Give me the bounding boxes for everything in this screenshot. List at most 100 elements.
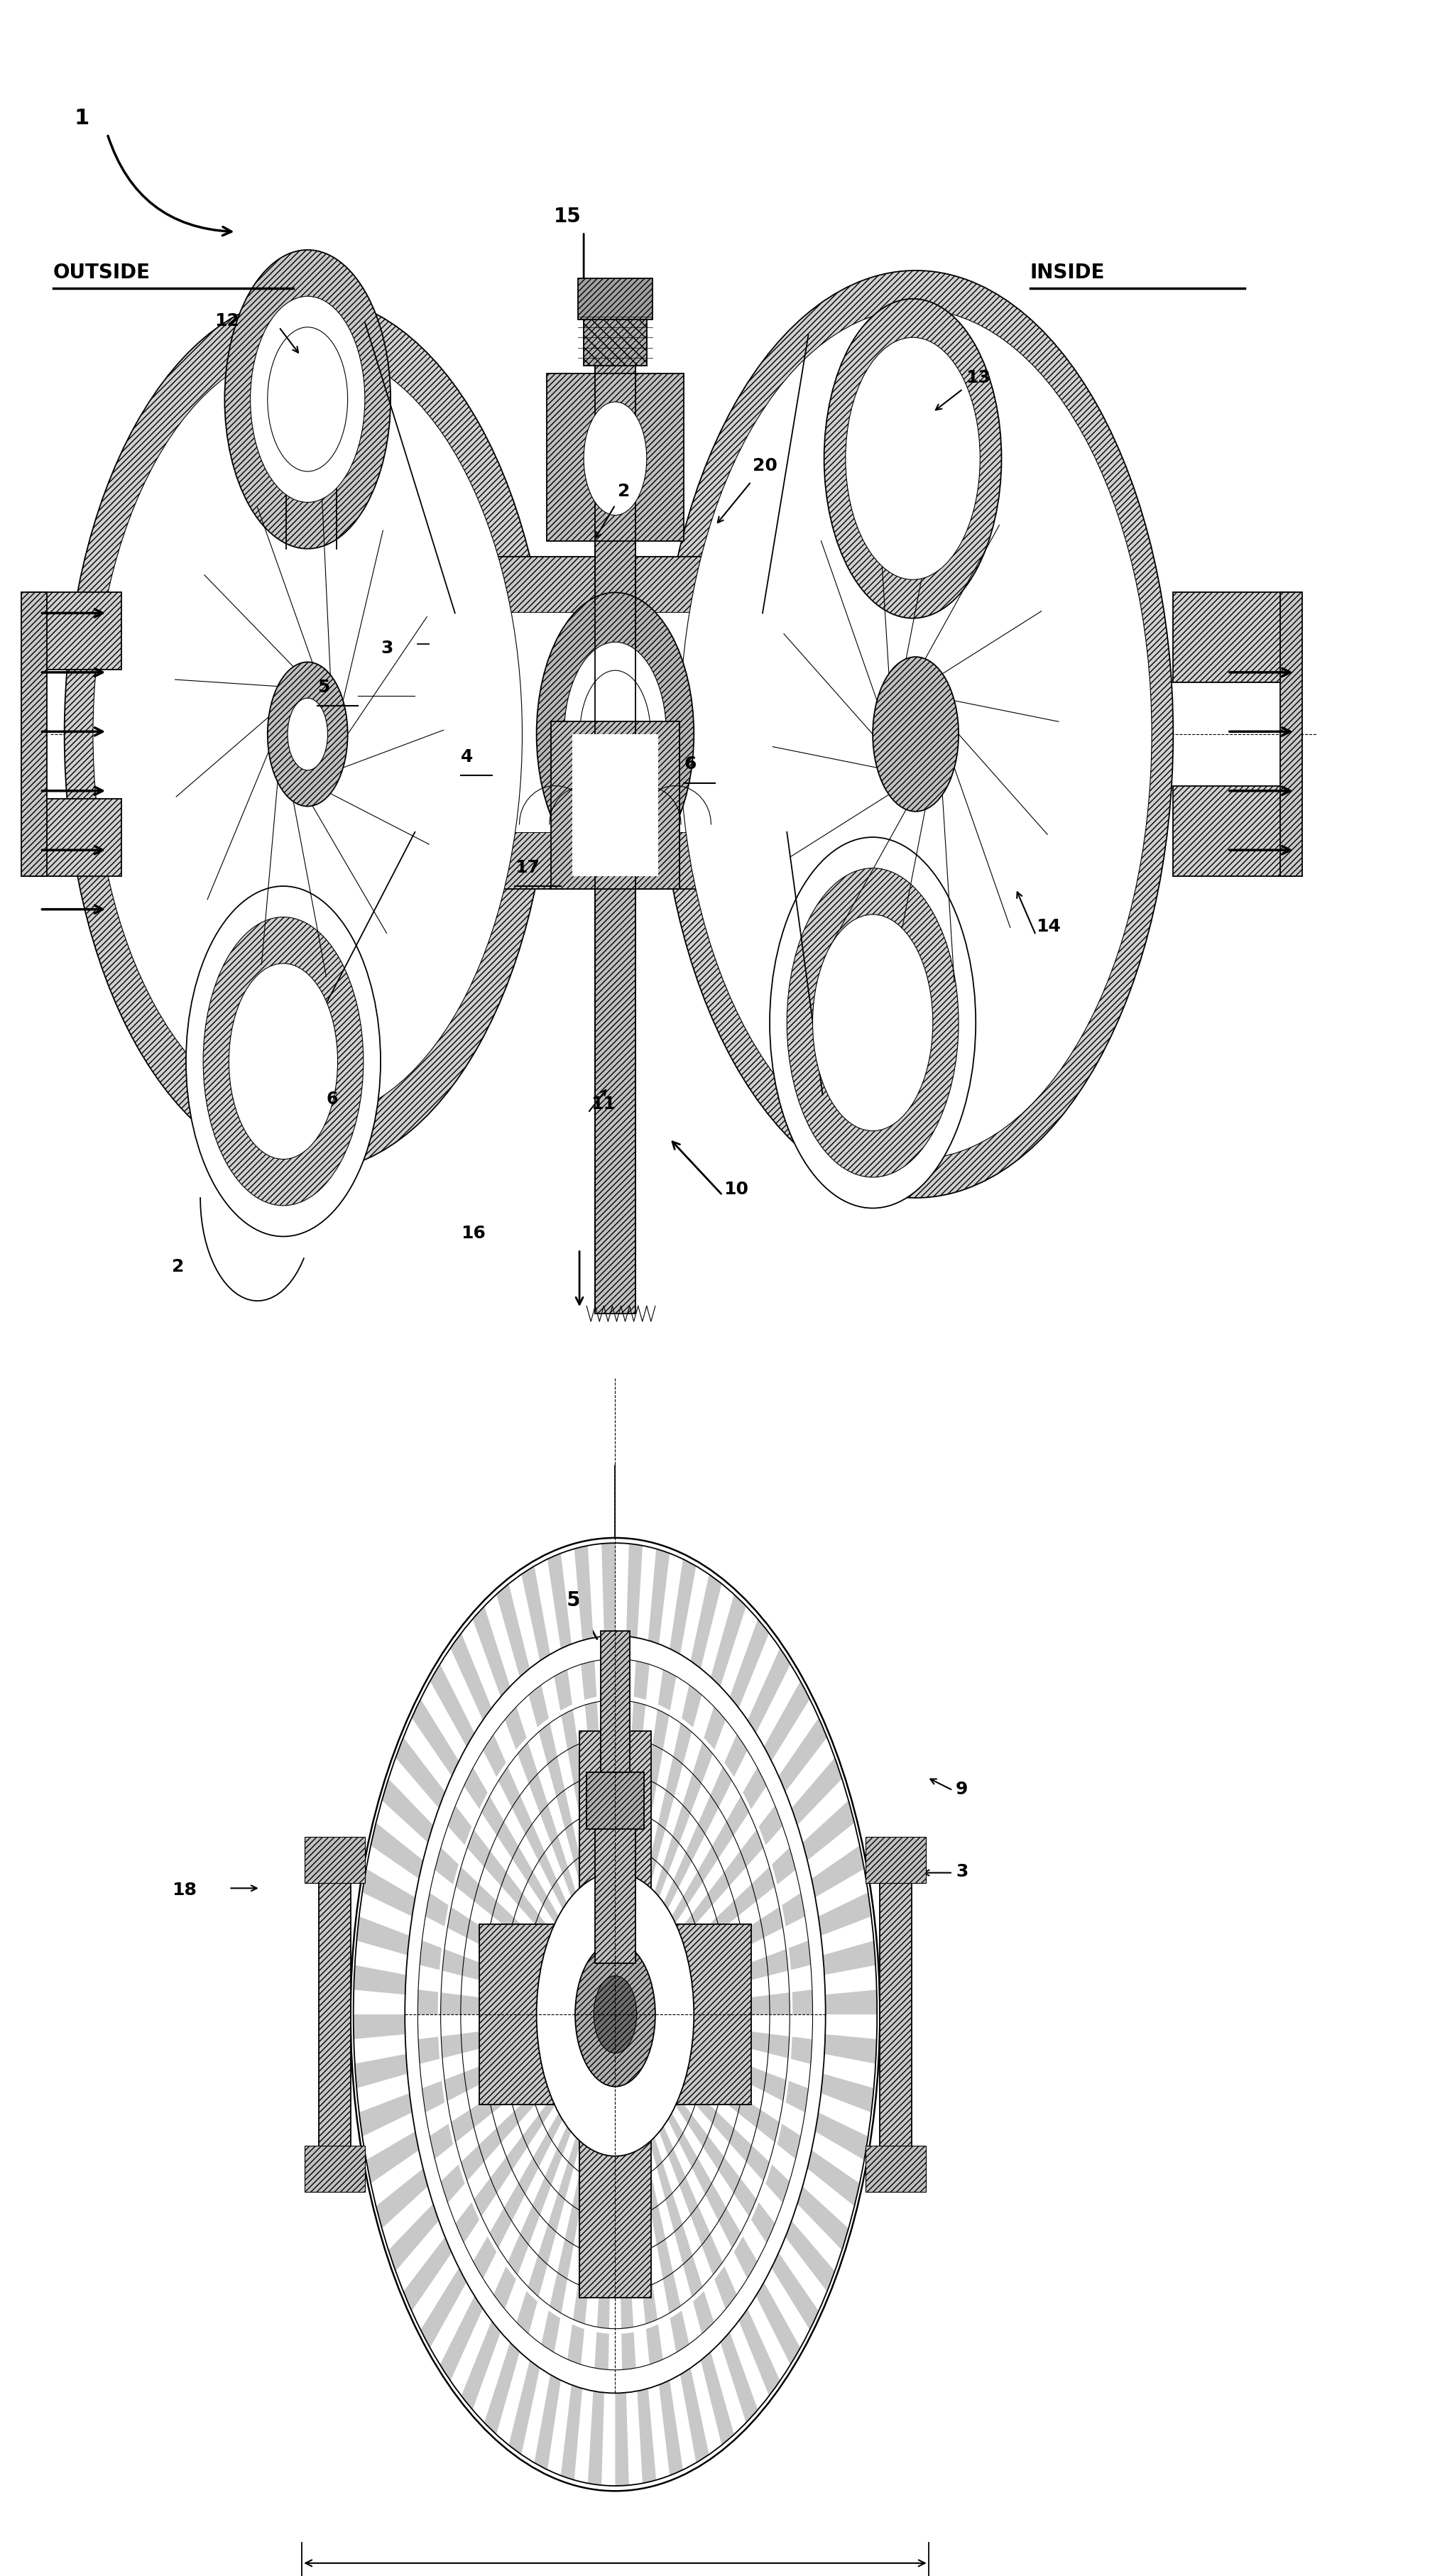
Wedge shape [549,2272,568,2313]
Wedge shape [572,2285,588,2324]
Circle shape [203,917,363,1206]
Wedge shape [756,2110,779,2143]
Wedge shape [807,2151,859,2205]
Wedge shape [585,1703,599,1741]
Wedge shape [502,1971,522,1991]
Wedge shape [622,1844,631,1883]
Wedge shape [678,2133,698,2166]
Wedge shape [532,2177,551,2215]
Wedge shape [445,2071,466,2102]
Wedge shape [729,1620,769,1708]
Wedge shape [538,1852,556,1888]
Wedge shape [672,2094,691,2123]
Bar [305,1837,365,1883]
Wedge shape [588,2391,603,2486]
Wedge shape [652,1710,669,1749]
Wedge shape [562,1868,578,1904]
Wedge shape [701,2233,722,2275]
Wedge shape [496,1584,529,1677]
Wedge shape [712,1821,734,1860]
Wedge shape [765,2164,789,2202]
Wedge shape [601,1543,615,1636]
FancyArrowPatch shape [230,1886,256,1891]
FancyArrowPatch shape [589,1090,605,1110]
Wedge shape [692,2290,714,2334]
Circle shape [64,296,551,1172]
Circle shape [658,270,1173,1198]
Wedge shape [468,1829,490,1868]
Wedge shape [728,2030,749,2048]
Wedge shape [460,2032,482,2053]
Wedge shape [448,1906,470,1937]
Wedge shape [498,1767,521,1808]
Wedge shape [656,2161,672,2200]
Wedge shape [729,1996,749,2014]
Wedge shape [505,1705,526,1749]
Wedge shape [512,1847,532,1883]
Wedge shape [588,2179,599,2218]
Wedge shape [656,2120,674,2156]
Wedge shape [609,1700,621,1736]
Wedge shape [618,2148,625,2184]
Text: INSIDE: INSIDE [1030,263,1104,283]
Wedge shape [516,2290,538,2334]
Wedge shape [565,1824,579,1862]
Wedge shape [825,1989,877,2014]
Wedge shape [511,1917,532,1945]
Wedge shape [521,2205,539,2246]
Wedge shape [525,1955,545,1978]
Wedge shape [688,2025,709,2038]
Wedge shape [542,1896,562,1929]
Wedge shape [739,1829,762,1868]
FancyArrowPatch shape [280,330,297,353]
Wedge shape [636,2388,656,2483]
Wedge shape [764,1682,809,1762]
Wedge shape [605,2148,612,2184]
Wedge shape [448,1806,472,1844]
Bar [595,309,635,1314]
Bar [583,309,646,366]
Wedge shape [425,1893,448,1927]
Wedge shape [472,1607,511,1698]
Wedge shape [611,1772,619,1808]
Wedge shape [755,2282,799,2365]
Wedge shape [662,2272,681,2313]
Wedge shape [496,2112,518,2143]
Wedge shape [366,2130,419,2184]
Wedge shape [681,1935,701,1960]
Wedge shape [674,2223,692,2264]
Wedge shape [651,2205,665,2244]
Wedge shape [582,2215,595,2254]
Wedge shape [422,2081,445,2112]
FancyArrowPatch shape [935,389,961,410]
Wedge shape [528,1870,548,1906]
Wedge shape [734,2236,756,2280]
Wedge shape [611,1808,619,1844]
Wedge shape [596,2290,609,2329]
Wedge shape [440,2164,465,2202]
Wedge shape [792,1989,812,2014]
Wedge shape [362,1868,415,1917]
Wedge shape [462,1958,483,1981]
Text: 5: 5 [317,677,330,696]
Text: 3: 3 [955,1862,968,1880]
Wedge shape [592,2143,602,2182]
Wedge shape [561,1710,578,1749]
Text: 15: 15 [553,206,581,227]
Wedge shape [661,1880,678,1914]
Circle shape [267,662,347,806]
Wedge shape [669,1558,696,1654]
Wedge shape [815,2112,868,2161]
Wedge shape [548,2107,565,2141]
Wedge shape [535,1914,555,1942]
Bar [1173,786,1294,876]
Wedge shape [811,1844,864,1899]
Wedge shape [626,1543,642,1638]
Wedge shape [824,2035,877,2063]
Wedge shape [473,1883,496,1917]
Bar [29,799,122,876]
Bar [879,1862,911,2166]
Wedge shape [578,2249,592,2287]
Bar [865,2146,925,2192]
Wedge shape [500,1873,522,1906]
